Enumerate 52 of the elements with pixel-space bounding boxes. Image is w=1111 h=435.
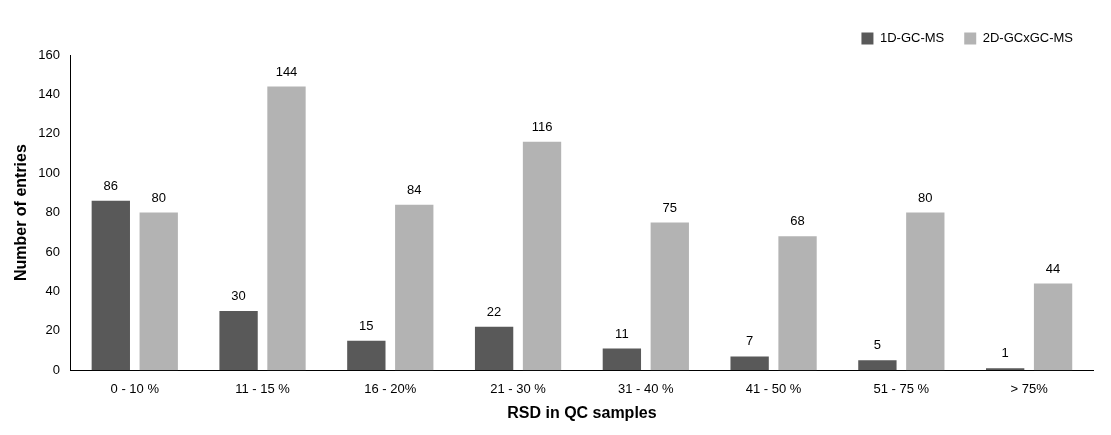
legend-label: 2D-GCxGC-MS [982,30,1074,46]
y-tick-label: 0 [52,361,60,377]
legend-label: 1D-GC-MS [879,30,945,46]
data-label: 15 [359,317,374,333]
x-axis-title: RSD in QC samples [507,403,657,421]
bar [267,86,306,371]
data-label: 86 [103,177,119,193]
data-label: 11 [615,325,629,341]
bar [219,311,258,371]
data-label: 44 [1045,260,1061,276]
y-tick-label: 100 [38,164,60,180]
y-axis-title: Number of entries [12,144,30,282]
bar [1033,283,1073,371]
y-tick-label: 80 [45,204,60,220]
y-tick-label: 160 [38,46,60,62]
data-label: 30 [231,288,246,304]
x-tick-label: 31 - 40 % [618,380,675,396]
x-tick-label: 11 - 15 % [235,380,291,396]
data-label: 5 [873,337,882,353]
bar [906,212,945,371]
x-tick-label: 41 - 50 % [745,380,802,396]
x-tick-label: 51 - 75 % [873,380,930,396]
bar [395,204,434,371]
y-tick-label: 60 [45,243,60,259]
x-tick-label: > 75% [1010,380,1049,396]
data-label: 80 [918,189,933,205]
data-label: 116 [531,118,553,134]
bar [347,340,386,371]
data-label: 84 [407,181,422,197]
y-tick-label: 120 [38,125,60,141]
data-label: 7 [746,333,754,349]
data-label: 68 [790,213,805,229]
bar [522,141,562,371]
bar [602,348,642,371]
data-label: 80 [151,189,166,205]
x-tick-label: 21 - 30 % [490,380,547,396]
x-tick-label: 0 - 10 % [110,380,160,396]
data-label: 144 [275,63,298,79]
bar [730,356,769,371]
bar [650,222,689,371]
y-tick-label: 20 [45,322,60,338]
bar [474,326,514,371]
x-tick-label: 16 - 20% [364,380,417,396]
bar [91,200,130,371]
data-label: 75 [662,199,678,215]
y-tick-label: 140 [38,85,60,101]
bar [139,212,178,371]
bar [858,360,897,371]
data-label: 22 [486,303,502,319]
y-tick-label: 40 [45,282,60,298]
data-label: 1 [1001,345,1009,361]
bar [778,236,817,371]
